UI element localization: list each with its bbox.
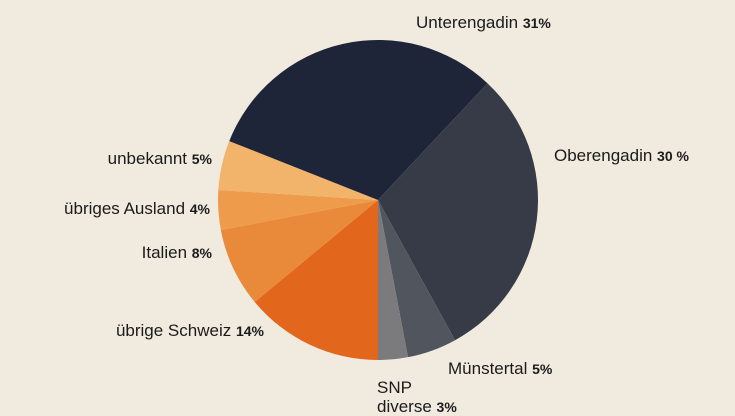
slice-münstertal (378, 200, 456, 358)
slice-übrige-schweiz (254, 200, 378, 360)
label-ubriges-ausland: übriges Ausland 4% (64, 199, 211, 218)
pie-slices (218, 40, 538, 360)
slice-oberengadin (378, 83, 538, 341)
label-snp: SNP (377, 378, 412, 397)
label-oberengadin: Oberengadin 30 % (554, 146, 690, 165)
label-ubrige-schweiz: übrige Schweiz 14% (116, 321, 265, 340)
slice-unterengadin (229, 40, 488, 200)
label-unbekannt: unbekannt 5% (108, 149, 213, 168)
slice-unbekannt (218, 141, 378, 200)
label-snp-diverse: diverse 3% (377, 397, 457, 416)
slice-übriges-ausland (218, 189, 378, 230)
label-munstertal: Münstertal 5% (448, 359, 553, 378)
label-unterengadin: Unterengadin 31% (416, 13, 551, 32)
label-italien: Italien 8% (142, 243, 213, 262)
slice-snp (378, 200, 408, 360)
slice-italien (220, 200, 378, 302)
